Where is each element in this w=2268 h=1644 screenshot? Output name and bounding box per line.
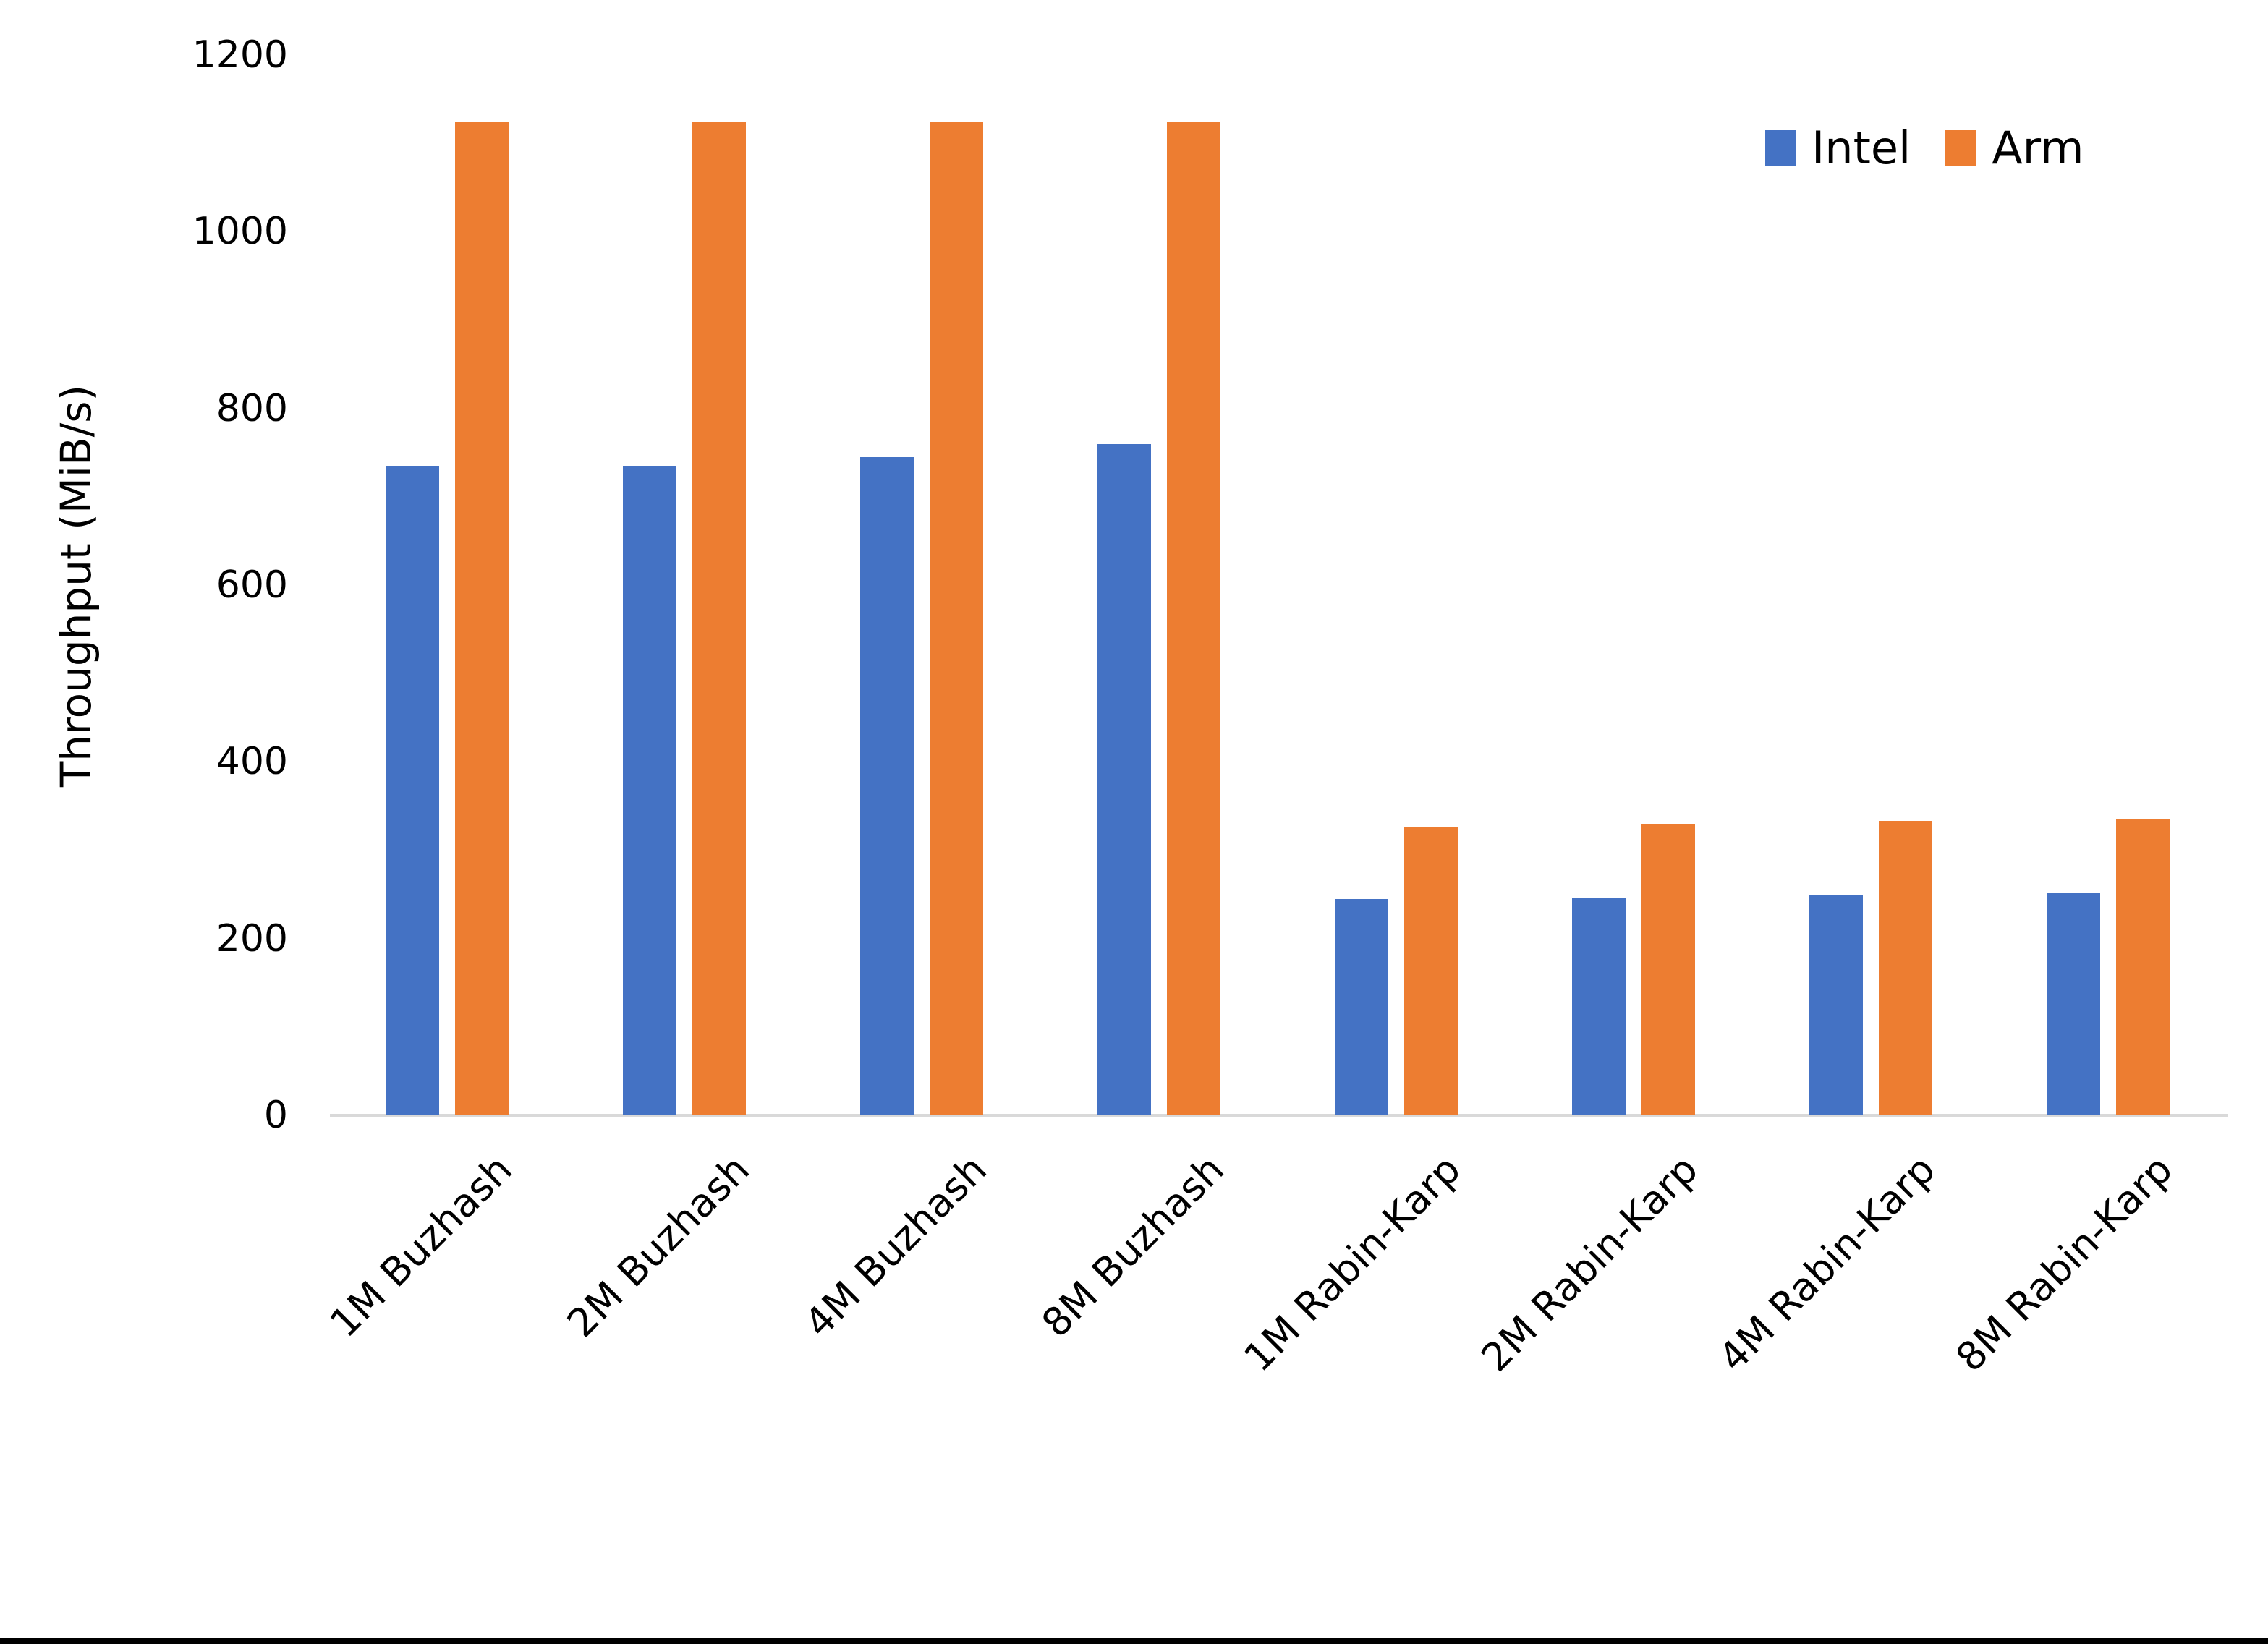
bar-arm-8: [2116, 819, 2170, 1115]
legend-item-arm: Arm: [1945, 122, 2084, 174]
bar-arm-1: [455, 122, 509, 1115]
intel-series-swatch: [1765, 129, 1796, 166]
y-tick-label: 400: [216, 740, 288, 784]
x-axis-line: [330, 1114, 2228, 1117]
bar-arm-4: [1167, 122, 1220, 1115]
y-tick-label: 0: [263, 1094, 288, 1137]
bar-intel-5: [1335, 899, 1388, 1115]
y-tick-label: 600: [216, 563, 288, 607]
x-category-label: 8M Buzhash: [1032, 1146, 1233, 1347]
y-tick-label: 1000: [192, 210, 288, 254]
bar-intel-1: [386, 466, 439, 1115]
y-tick-label: 200: [216, 916, 288, 961]
bar-intel-2: [623, 466, 676, 1115]
legend: Intel Arm: [1765, 122, 2084, 174]
bar-arm-7: [1879, 821, 1932, 1115]
bar-intel-4: [1097, 444, 1151, 1115]
arm-series-swatch: [1945, 129, 1976, 166]
bar-arm-6: [1641, 824, 1695, 1115]
bar-intel-8: [2047, 893, 2100, 1115]
y-tick-label: 800: [216, 386, 288, 430]
x-category-label: 1M Buzhash: [320, 1146, 521, 1347]
legend-item-intel: Intel: [1765, 122, 1911, 174]
y-tick-label: 1200: [192, 33, 288, 77]
legend-label-arm: Arm: [1992, 122, 2084, 174]
x-category-label: 2M Rabin-Karp: [1473, 1146, 1707, 1381]
x-category-label: 4M Buzhash: [795, 1146, 995, 1347]
x-category-label: 1M Rabin-Karp: [1236, 1146, 1470, 1381]
bar-intel-7: [1809, 895, 1863, 1115]
x-category-label: 2M Buzhash: [558, 1146, 758, 1347]
x-category-label: 4M Rabin-Karp: [1710, 1146, 1945, 1381]
bar-arm-2: [692, 122, 746, 1115]
x-category-label: 8M Rabin-Karp: [1948, 1146, 2182, 1381]
bar-arm-5: [1404, 827, 1458, 1115]
bottom-border-strip: [0, 1638, 2268, 1644]
bar-arm-3: [930, 122, 983, 1115]
legend-label-intel: Intel: [1812, 122, 1911, 174]
bar-intel-6: [1572, 898, 1626, 1115]
bar-intel-3: [860, 457, 914, 1115]
